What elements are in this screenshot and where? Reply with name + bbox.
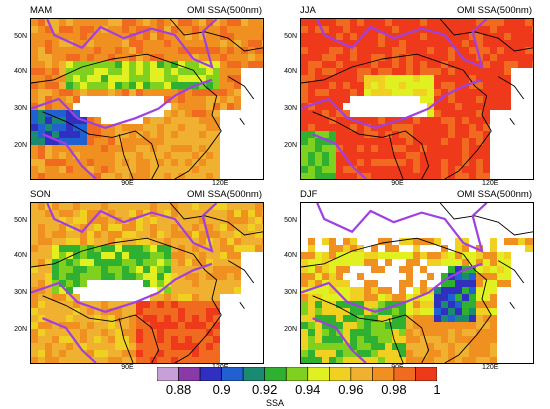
coastline bbox=[301, 237, 492, 363]
coastline bbox=[312, 295, 430, 363]
colorbar-segment bbox=[264, 367, 287, 381]
region-boundary bbox=[46, 19, 218, 69]
region-boundary bbox=[316, 19, 488, 69]
colorbar-segment bbox=[350, 367, 373, 381]
region-boundary bbox=[312, 133, 367, 179]
colorbar-segment bbox=[329, 367, 352, 381]
season-label: JJA bbox=[300, 5, 316, 16]
lon-tick-label: 90E bbox=[121, 180, 134, 187]
lat-tick-label: 40N bbox=[14, 252, 27, 260]
coastline bbox=[227, 260, 255, 284]
ssa-map-mam bbox=[30, 18, 264, 180]
coastline bbox=[118, 318, 134, 363]
coastline bbox=[439, 19, 533, 52]
lat-tick-label: 20N bbox=[284, 326, 297, 333]
colorbar-segment bbox=[393, 367, 416, 381]
coastline bbox=[301, 53, 492, 179]
colorbar-segment bbox=[178, 367, 201, 381]
product-label: OMI SSA(500nm) bbox=[457, 189, 532, 200]
coastline bbox=[497, 76, 525, 100]
colorbar-tick-label: 0.88 bbox=[165, 382, 192, 397]
region-boundary bbox=[42, 317, 97, 363]
colorbar-segment bbox=[242, 367, 265, 381]
colorbar-tick-label: 0.98 bbox=[381, 382, 407, 397]
lat-tick-label: 30N bbox=[14, 289, 27, 297]
ssa-colorbar bbox=[157, 367, 437, 381]
region-boundary bbox=[31, 262, 213, 313]
lon-tick-label: 90E bbox=[391, 180, 404, 187]
lat-tick-label: 40N bbox=[284, 252, 297, 260]
colorbar-tick-label: 0.96 bbox=[338, 382, 364, 397]
colorbar-title: SSA bbox=[265, 398, 284, 408]
colorbar-segment bbox=[307, 367, 330, 381]
lat-tick-label: 50N bbox=[284, 33, 297, 41]
region-boundary bbox=[42, 133, 97, 179]
coastline bbox=[509, 301, 515, 309]
lat-tick-label: 50N bbox=[14, 217, 27, 225]
coastline bbox=[42, 111, 160, 179]
lat-tick-label: 30N bbox=[284, 289, 297, 297]
colorbar-segment bbox=[199, 367, 222, 381]
product-label: OMI SSA(500nm) bbox=[457, 5, 532, 16]
product-label: OMI SSA(500nm) bbox=[187, 189, 262, 200]
coastline bbox=[439, 203, 533, 236]
lat-tick-label: 30N bbox=[284, 105, 297, 113]
lon-tick-label: 120E bbox=[212, 180, 229, 187]
coastline bbox=[388, 318, 404, 363]
lon-tick-label: 120E bbox=[482, 364, 499, 371]
coastline bbox=[169, 203, 263, 236]
colorbar-segment bbox=[415, 367, 437, 381]
coastline bbox=[239, 301, 245, 309]
ssa-map-djf bbox=[300, 202, 534, 364]
region-boundary bbox=[46, 203, 218, 253]
season-label: SON bbox=[30, 189, 51, 200]
lat-tick-label: 40N bbox=[14, 68, 27, 76]
region-boundary bbox=[31, 78, 213, 129]
lon-tick-label: 120E bbox=[482, 180, 499, 187]
coastline bbox=[118, 134, 134, 179]
product-label: OMI SSA(500nm) bbox=[187, 5, 262, 16]
coastline bbox=[42, 295, 160, 363]
lat-tick-label: 50N bbox=[14, 33, 27, 41]
coastline bbox=[497, 260, 525, 284]
colorbar-tick-label: 0.92 bbox=[252, 382, 278, 397]
colorbar-tick-label: 0.9 bbox=[212, 382, 231, 397]
season-label: MAM bbox=[30, 5, 53, 16]
coastline bbox=[312, 111, 430, 179]
colorbar-segment bbox=[285, 367, 309, 381]
lat-tick-label: 30N bbox=[14, 105, 27, 113]
lat-tick-label: 50N bbox=[284, 217, 297, 225]
colorbar-tick-label: 0.94 bbox=[295, 382, 321, 397]
coastline bbox=[227, 76, 255, 100]
lon-tick-label: 90E bbox=[121, 364, 134, 371]
coastline bbox=[239, 117, 245, 125]
ssa-map-son bbox=[30, 202, 264, 364]
lat-tick-label: 40N bbox=[284, 68, 297, 76]
season-label: DJF bbox=[300, 189, 318, 200]
colorbar-segment bbox=[157, 367, 179, 381]
lat-tick-label: 20N bbox=[14, 142, 27, 149]
region-boundary bbox=[301, 262, 483, 313]
coastline bbox=[31, 237, 222, 363]
coastline bbox=[388, 134, 404, 179]
region-boundary bbox=[312, 317, 367, 363]
lat-tick-label: 20N bbox=[284, 142, 297, 149]
coastline bbox=[169, 19, 263, 52]
coastline bbox=[509, 117, 515, 125]
coastline bbox=[31, 53, 222, 179]
lat-tick-label: 20N bbox=[14, 326, 27, 333]
colorbar-segment bbox=[372, 367, 395, 381]
region-boundary bbox=[301, 78, 483, 129]
colorbar-tick-label: 1 bbox=[433, 382, 441, 397]
region-boundary bbox=[316, 203, 488, 253]
ssa-map-jja bbox=[300, 18, 534, 180]
colorbar-segment bbox=[221, 367, 244, 381]
